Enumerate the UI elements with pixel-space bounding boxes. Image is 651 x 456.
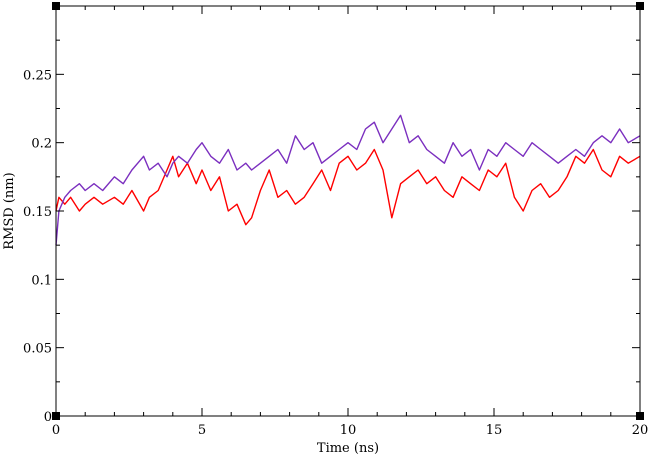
corner-handle[interactable] <box>52 412 60 420</box>
y-tick-label: 0.15 <box>23 205 52 220</box>
y-tick-label: 0 <box>44 410 52 425</box>
corner-handle[interactable] <box>636 412 644 420</box>
series-line-2 <box>55 114 641 246</box>
x-tick-label: 5 <box>198 423 206 438</box>
axis-ticks: 0 5 10 15 20 0 0.05 0.1 0.15 0.2 0.25 <box>23 6 648 438</box>
y-tick-label: 0.05 <box>23 342 52 357</box>
x-tick-label: 10 <box>340 423 357 438</box>
x-tick-label: 20 <box>632 423 649 438</box>
x-tick-label: 0 <box>52 423 60 438</box>
y-tick-label: 0.1 <box>31 273 52 288</box>
corner-handle[interactable] <box>636 2 644 10</box>
corner-handle[interactable] <box>52 2 60 10</box>
x-tick-label: 15 <box>486 423 503 438</box>
y-axis-title: RMSD (nm) <box>2 172 17 249</box>
y-tick-label: 0.25 <box>23 68 52 83</box>
corner-handles <box>52 2 644 420</box>
series-line-1 <box>55 148 641 226</box>
series-layer <box>55 114 641 246</box>
x-axis-title: Time (ns) <box>317 441 379 456</box>
y-tick-label: 0.2 <box>31 137 52 152</box>
